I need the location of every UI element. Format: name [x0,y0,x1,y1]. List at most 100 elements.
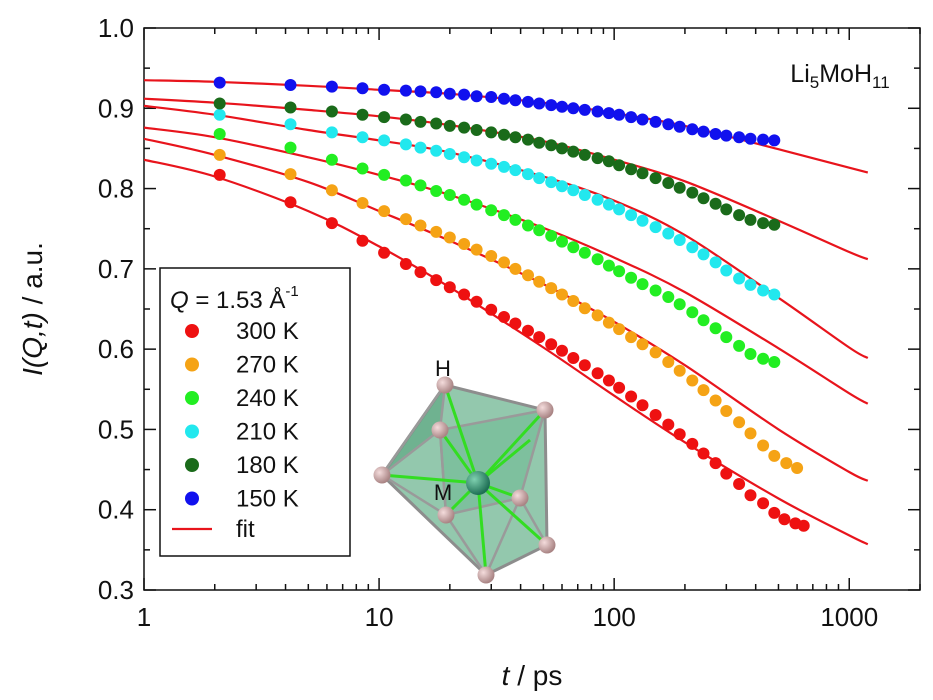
data-point [443,148,456,160]
data-point [662,177,675,189]
data-point [522,219,534,232]
data-point [636,278,649,291]
data-point [430,225,443,238]
data-point [378,205,391,218]
series-points [213,168,810,532]
data-point [649,409,662,421]
data-point [498,209,510,222]
data-point [602,316,615,329]
data-point [556,142,568,155]
data-point [470,198,483,211]
data-point [509,164,522,177]
hydrogen-atom [436,376,454,394]
data-point [414,85,427,98]
data-point [613,381,626,394]
x-tick-label: 1 [137,602,151,632]
data-point [458,88,471,101]
data-point [509,94,522,107]
polyhedron-edge [444,514,488,576]
data-point [673,298,686,311]
data-point [430,185,443,197]
data-point [697,447,710,460]
y-axis-label: I(Q,t) / a.u. [17,242,48,376]
data-point [636,167,649,180]
series-points [213,108,781,301]
data-point [662,227,675,240]
data-point [578,148,591,161]
data-point [430,274,443,287]
data-point [443,281,456,294]
data-point [733,272,746,285]
data-point [414,219,427,232]
data-point [414,115,427,128]
data-point [625,111,638,124]
data-point [578,302,591,315]
legend-q-var: Q [170,287,189,314]
data-point [613,265,626,278]
data-point [567,295,580,307]
data-point [533,97,546,110]
data-point [498,160,510,173]
data-point [485,204,498,217]
data-point [625,271,638,284]
polyhedron-edge [438,429,448,516]
data-point [757,217,770,230]
data-point [636,338,649,351]
data-point [697,125,710,138]
data-point [399,138,412,151]
data-point [744,213,757,226]
data-point [797,519,810,532]
data-point [613,203,626,216]
data-point [458,121,471,134]
data-point [356,131,369,144]
y-tick-label: 0.9 [98,93,134,123]
y-tick-label: 1.0 [98,13,134,43]
data-point [356,108,369,121]
axis-tick-labels: 1 10 100 1000 0.3 0.4 0.5 0.6 0.7 0.8 0.9 1.0 [98,13,878,632]
hydrogen-atom [536,401,554,419]
data-point [545,99,558,112]
data-point [744,489,757,502]
data-point [533,136,546,149]
data-point [757,284,770,297]
data-point [591,152,604,165]
data-point [414,266,427,279]
y-tick-label: 0.8 [98,174,134,204]
data-point [649,172,662,185]
data-point [720,264,733,277]
data-point [325,105,338,118]
hydrogen-atom [511,489,529,507]
legend-entries: 300 K 270 K 240 K 210 K 180 K 150 K [185,318,299,513]
data-point [378,111,391,124]
data-point [780,457,793,470]
data-point [625,209,638,222]
data-point [686,374,699,387]
data-point [697,384,710,397]
data-point [458,238,471,250]
hydrogen-atom [538,536,556,554]
legend-fit-label: fit [236,516,255,543]
x-axis-label: t / ps [502,660,563,691]
bond [476,482,488,576]
data-point [213,108,226,121]
compound-label: Li5MoH11 [790,60,889,92]
data-point [430,117,443,130]
data-point [602,155,615,168]
data-point [697,192,710,205]
data-point [443,119,456,132]
data-point [485,91,498,103]
polyhedron-edge [381,473,447,517]
data-point [356,162,369,175]
data-point [325,153,338,166]
data-point [686,306,699,319]
y-axis-unit: / a.u. [17,242,48,312]
legend-box [159,267,351,557]
data-point [556,288,568,301]
data-point [709,197,722,210]
hydrogen-atom [373,466,391,484]
data-point [458,288,471,301]
hydrogen-atom [477,566,495,584]
inset-label-m: M [434,480,452,505]
data-point [325,217,338,230]
